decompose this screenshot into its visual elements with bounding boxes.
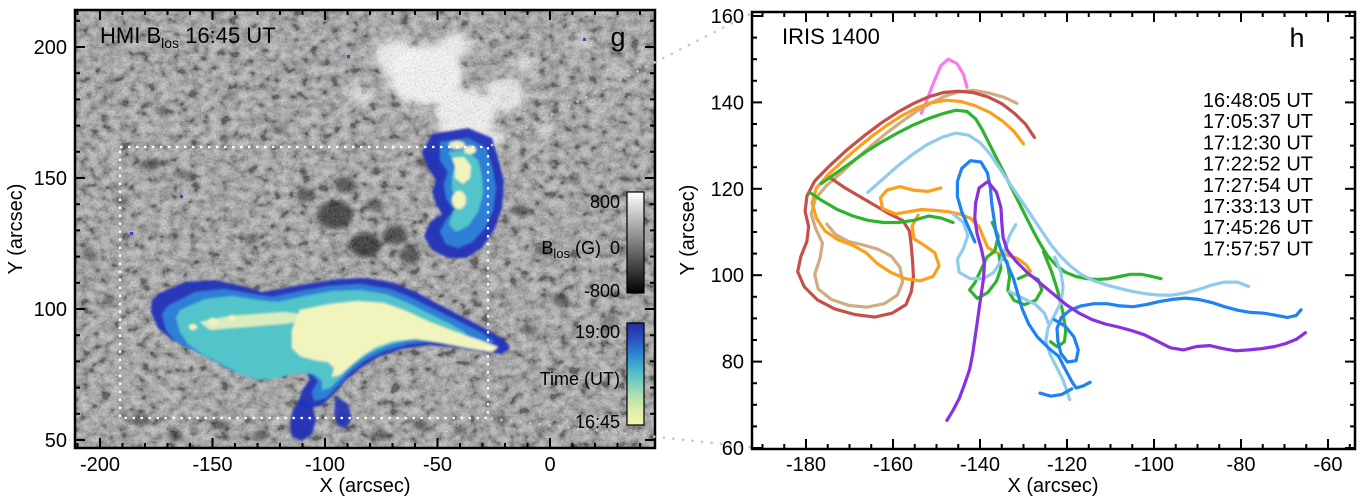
flare-ribbons: [151, 128, 510, 441]
h-x-tick-label: -100: [1134, 454, 1174, 476]
contour-17-33-13-UT: [866, 131, 1251, 297]
ribbon-contours: [796, 57, 1308, 422]
legend-entry-4: 17:27:54 UT: [1203, 175, 1313, 197]
g-x-tick-label: -100: [305, 454, 345, 476]
colorbar-blos-max: 800: [590, 192, 620, 212]
g-y-tick-label: 150: [34, 168, 67, 190]
h-x-tick-label: -60: [1314, 454, 1343, 476]
panel-g-magnetogram: 800 Blos (G) 0 -800 19:00 Time (UT) 16:45…: [5, 8, 657, 497]
colorbar-time: 19:00 Time (UT) 16:45: [540, 322, 645, 432]
contour-17-45-26-UT: [1052, 296, 1303, 364]
panel-h-letter: h: [1289, 23, 1304, 53]
panel-h-xaxis-label: X (arcsec): [1007, 475, 1098, 497]
colorbar-time-title: Time (UT): [540, 369, 620, 389]
h-x-tick-label: -120: [1047, 454, 1087, 476]
g-y-tick-label: 100: [34, 299, 67, 321]
h-y-tick-label: 60: [722, 438, 744, 460]
zoom-connector-lines: [490, 12, 752, 449]
stray-pixels: [130, 38, 586, 421]
h-x-tick-label: -180: [786, 454, 826, 476]
panel-g-tick-labels: -200 -150 -100 -50 0 200 150 100 50: [34, 37, 556, 476]
h-x-tick-label: -160: [873, 454, 913, 476]
panel-g-title: HMI Blos 16:45 UT: [100, 23, 276, 51]
h-y-tick-label: 160: [711, 6, 744, 28]
panel-g-ticks: [75, 10, 655, 448]
contour-17-12-30-UT: [796, 89, 1037, 319]
h-y-tick-label: 100: [711, 265, 744, 287]
h-y-tick-label: 140: [711, 92, 744, 114]
contour-17-33-13-UT: [1044, 255, 1072, 402]
contour-17-45-26-UT: [955, 159, 1092, 390]
legend-entry-6: 17:45:26 UT: [1203, 217, 1313, 239]
g-x-tick-label: -150: [192, 454, 232, 476]
panel-h-yaxis-label: Y (arcsec): [677, 185, 699, 276]
contour-17-57-57-UT: [945, 179, 1308, 422]
g-x-tick-label: -50: [423, 454, 452, 476]
g-x-tick-label: -200: [80, 454, 120, 476]
legend-entry-2: 17:12:30 UT: [1203, 132, 1313, 154]
g-y-tick-label: 200: [34, 37, 67, 59]
h-y-tick-label: 80: [722, 352, 744, 374]
panel-g-letter: g: [610, 22, 625, 52]
colorbar-blos-min: -800: [584, 281, 620, 301]
contour-17-05-37-UT: [809, 88, 1019, 309]
panel-g-yaxis-label: Y (arcsec): [5, 184, 27, 275]
legend-entry-0: 16:48:05 UT: [1203, 90, 1313, 112]
panel-h-iris: -180 -160 -140 -120 -100 -80 -60 160 140 120 100 80…: [677, 6, 1357, 497]
g-y-tick-label: 50: [45, 430, 67, 452]
colorbar-time-min: 16:45: [575, 412, 620, 432]
legend-entry-3: 17:22:52 UT: [1203, 154, 1313, 176]
contour-17-22-52-UT: [810, 98, 1026, 283]
colorbar-blos-title: Blos (G) 0: [541, 238, 620, 261]
panel-h-frame: [750, 10, 1357, 451]
panel-g-xaxis-label: X (arcsec): [319, 475, 410, 497]
legend-entry-7: 17:57:57 UT: [1203, 238, 1313, 260]
panel-h-tick-labels: -180 -160 -140 -120 -100 -80 -60 160 140 120 100 80…: [711, 6, 1343, 476]
magnetogram-grain: [75, 10, 655, 448]
legend-entry-1: 17:05:37 UT: [1203, 111, 1313, 133]
fov-dotted-box: [118, 145, 490, 420]
contour-17-45-26-UT: [1038, 387, 1074, 398]
g-x-tick-label: 0: [544, 454, 555, 476]
h-x-tick-label: -140: [960, 454, 1000, 476]
h-y-tick-label: 120: [711, 179, 744, 201]
panel-h-ticks: [752, 12, 1355, 449]
colorbar-blos: 800 Blos (G) 0 -800: [541, 191, 645, 301]
contour-17-27-54-UT: [807, 190, 955, 225]
colorbar-time-max: 19:00: [575, 322, 620, 342]
panel-h-title: IRIS 1400: [782, 24, 880, 49]
panel-h-background: [752, 12, 1355, 449]
h-x-tick-label: -80: [1227, 454, 1256, 476]
panel-g-frame: [73, 8, 657, 450]
legend-entry-5: 17:33:13 UT: [1203, 196, 1313, 218]
